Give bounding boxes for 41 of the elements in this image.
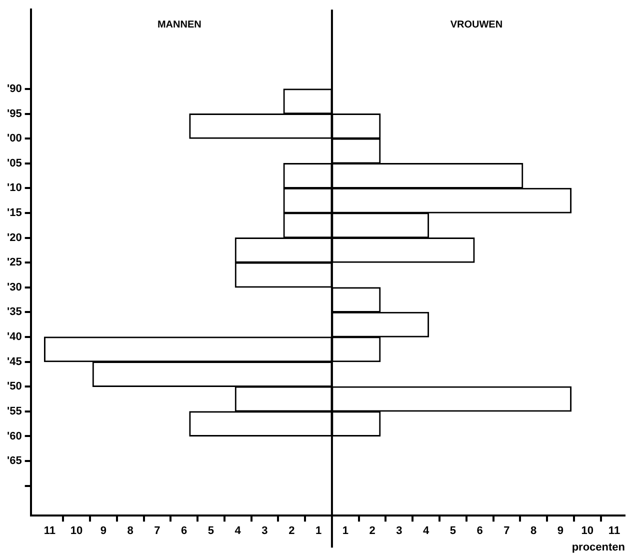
x-tick-label: 4 <box>422 525 430 538</box>
x-axis-title: procenten <box>572 541 626 554</box>
x-tick-label: 2 <box>288 525 295 538</box>
x-tick-label: 7 <box>154 525 160 538</box>
x-tick-label: 2 <box>369 525 376 538</box>
y-tick-label: '00 <box>6 132 22 145</box>
x-tick-label: 5 <box>208 525 214 538</box>
x-tick-label: 3 <box>396 525 402 538</box>
y-tick-label: '25 <box>6 256 22 269</box>
x-tick-label: 4 <box>234 525 242 538</box>
y-tick-label: '35 <box>6 306 22 318</box>
x-tick-label: 10 <box>70 525 83 538</box>
y-tick-label: '30 <box>6 281 22 294</box>
x-tick-label: 11 <box>44 525 56 538</box>
x-tick-label: 3 <box>262 525 268 538</box>
y-tick-label: '55 <box>6 405 22 418</box>
y-tick-label: '65 <box>6 455 22 468</box>
y-tick-label: '95 <box>6 108 22 120</box>
x-tick-label: 11 <box>608 525 620 538</box>
x-tick-label: 8 <box>127 525 134 538</box>
x-tick-label: 1 <box>342 525 348 538</box>
y-tick-label: '60 <box>6 430 22 442</box>
y-tick-label: '15 <box>6 207 22 220</box>
x-tick-label: 1 <box>315 525 322 538</box>
x-tick-label: 7 <box>504 525 510 538</box>
x-tick-label: 6 <box>181 525 188 538</box>
y-tick-label: '10 <box>6 182 22 194</box>
x-tick-label: 9 <box>100 525 106 538</box>
annotation: VROUWEN <box>450 19 503 30</box>
annotation: MANNEN <box>157 19 202 30</box>
x-tick-label: 6 <box>476 525 483 538</box>
y-tick-label: '90 <box>6 83 22 96</box>
x-tick-label: 5 <box>450 525 456 538</box>
x-tick-label: 10 <box>581 525 594 538</box>
y-tick-label: '45 <box>6 356 22 368</box>
y-tick-label: '05 <box>6 157 22 170</box>
y-tick-label: '40 <box>6 331 22 344</box>
x-tick-label: 9 <box>557 525 564 538</box>
y-tick-label: '20 <box>6 232 22 244</box>
y-tick-label: '50 <box>6 380 22 393</box>
x-tick-label: 8 <box>530 525 537 538</box>
